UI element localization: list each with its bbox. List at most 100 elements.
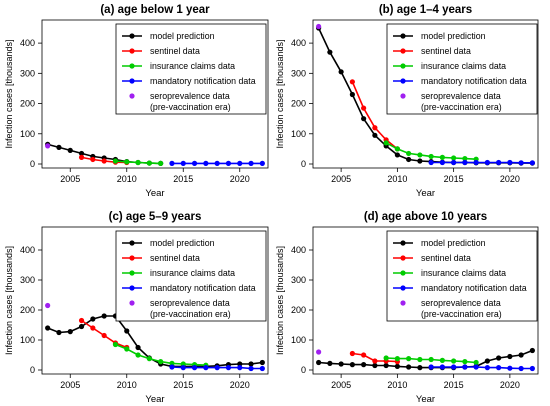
data-point <box>496 355 502 361</box>
data-point <box>191 365 198 371</box>
data-point <box>439 364 445 370</box>
legend-swatch-point <box>129 285 135 291</box>
data-point <box>462 364 468 370</box>
data-point <box>146 356 152 362</box>
legend: model prediction sentinel data insurance c… <box>386 230 538 322</box>
legend-swatch-point <box>129 240 135 246</box>
data-point <box>507 159 513 166</box>
x-tick-label: 2005 <box>60 174 80 184</box>
x-axis-label: Year <box>416 188 435 199</box>
data-point <box>473 359 479 366</box>
plot-frame <box>41 19 269 169</box>
data-point <box>169 360 175 366</box>
y-tick-label: 400 <box>20 38 35 48</box>
legend: model prediction sentinel data insurance c… <box>386 23 538 115</box>
legend-label-model: model prediction <box>150 31 215 41</box>
data-point <box>518 352 524 358</box>
data-point <box>101 313 107 319</box>
data-point <box>158 160 164 166</box>
x-tick-label: 2005 <box>331 380 351 390</box>
data-point <box>259 160 265 166</box>
legend-box <box>115 23 267 115</box>
y-tick-label: 200 <box>20 305 35 315</box>
y-tick-label: 0 <box>30 159 35 169</box>
data-point <box>158 359 164 365</box>
series-mandatory <box>428 159 535 166</box>
chart-panel-2: (b) age 1–4 years 2005 2010 2015 2020 0 100 200… <box>275 4 539 199</box>
legend-swatch-point <box>129 33 135 39</box>
legend-box <box>386 230 538 322</box>
data-point <box>529 347 535 354</box>
y-axis-label: Infection cases [thousands] <box>275 246 285 355</box>
data-point <box>101 332 107 339</box>
data-point <box>90 316 96 322</box>
legend-label-insurance: insurance claims data <box>421 268 506 278</box>
plot-frame <box>312 19 539 169</box>
series-sero <box>316 349 322 355</box>
data-point <box>67 329 73 335</box>
legend-swatch-point <box>400 240 406 246</box>
y-axis-label: Infection cases [thousands] <box>4 39 14 148</box>
legend-box <box>386 23 538 115</box>
data-point <box>496 365 502 371</box>
data-point <box>327 49 333 55</box>
series-mandatory <box>428 364 535 372</box>
data-point <box>428 159 434 166</box>
data-point <box>349 350 355 357</box>
data-point <box>349 91 355 98</box>
legend-swatch-point <box>400 33 406 39</box>
data-point <box>56 329 62 336</box>
x-tick-label: 2010 <box>387 380 407 390</box>
data-point <box>180 160 186 166</box>
legend-label-sero-era: (pre-vaccination era) <box>150 102 231 112</box>
series-insurance <box>112 341 209 368</box>
series-insurance <box>112 158 164 166</box>
y-tick-label: 200 <box>291 99 306 109</box>
y-tick-label: 300 <box>20 275 35 285</box>
data-point <box>90 156 96 163</box>
series-sero <box>45 143 51 149</box>
seroprevalence-point <box>45 302 51 309</box>
data-point <box>473 159 479 166</box>
data-point <box>361 105 367 111</box>
data-point <box>45 325 51 331</box>
data-point <box>259 365 265 372</box>
series-insurance <box>383 355 479 366</box>
legend-swatch-point <box>400 255 406 261</box>
series-line <box>431 366 533 370</box>
data-point <box>507 365 513 371</box>
data-point <box>361 116 367 122</box>
data-point <box>135 159 141 166</box>
data-point <box>327 360 333 366</box>
legend-label-insurance: insurance claims data <box>150 61 235 71</box>
legend-swatch-point <box>129 300 135 306</box>
seroprevalence-point <box>45 143 51 149</box>
data-point <box>372 362 378 369</box>
legend-swatch-point <box>129 63 135 69</box>
data-point <box>518 160 524 166</box>
data-point <box>406 156 412 163</box>
data-point <box>180 361 186 367</box>
legend-swatch-point <box>400 270 406 276</box>
data-point <box>473 364 479 370</box>
series-sero <box>45 302 51 309</box>
legend-swatch-point <box>129 78 135 84</box>
data-point <box>394 363 400 369</box>
data-point <box>135 352 141 358</box>
data-point <box>451 364 457 370</box>
legend-swatch-point <box>400 63 406 69</box>
data-point <box>484 358 490 364</box>
x-tick-label: 2010 <box>117 174 137 184</box>
legend-label-sero-era: (pre-vaccination era) <box>421 309 502 319</box>
chart-title: (d) age above 10 years <box>364 211 487 223</box>
x-tick-label: 2010 <box>387 174 407 184</box>
x-tick-label: 2020 <box>500 174 520 184</box>
legend-label-sero: seroprevalence data <box>150 298 230 308</box>
data-point <box>180 365 186 371</box>
plot-frame <box>41 226 269 375</box>
data-point <box>316 359 322 366</box>
data-point <box>169 364 175 370</box>
y-tick-label: 300 <box>291 68 306 78</box>
seroprevalence-point <box>316 349 322 355</box>
